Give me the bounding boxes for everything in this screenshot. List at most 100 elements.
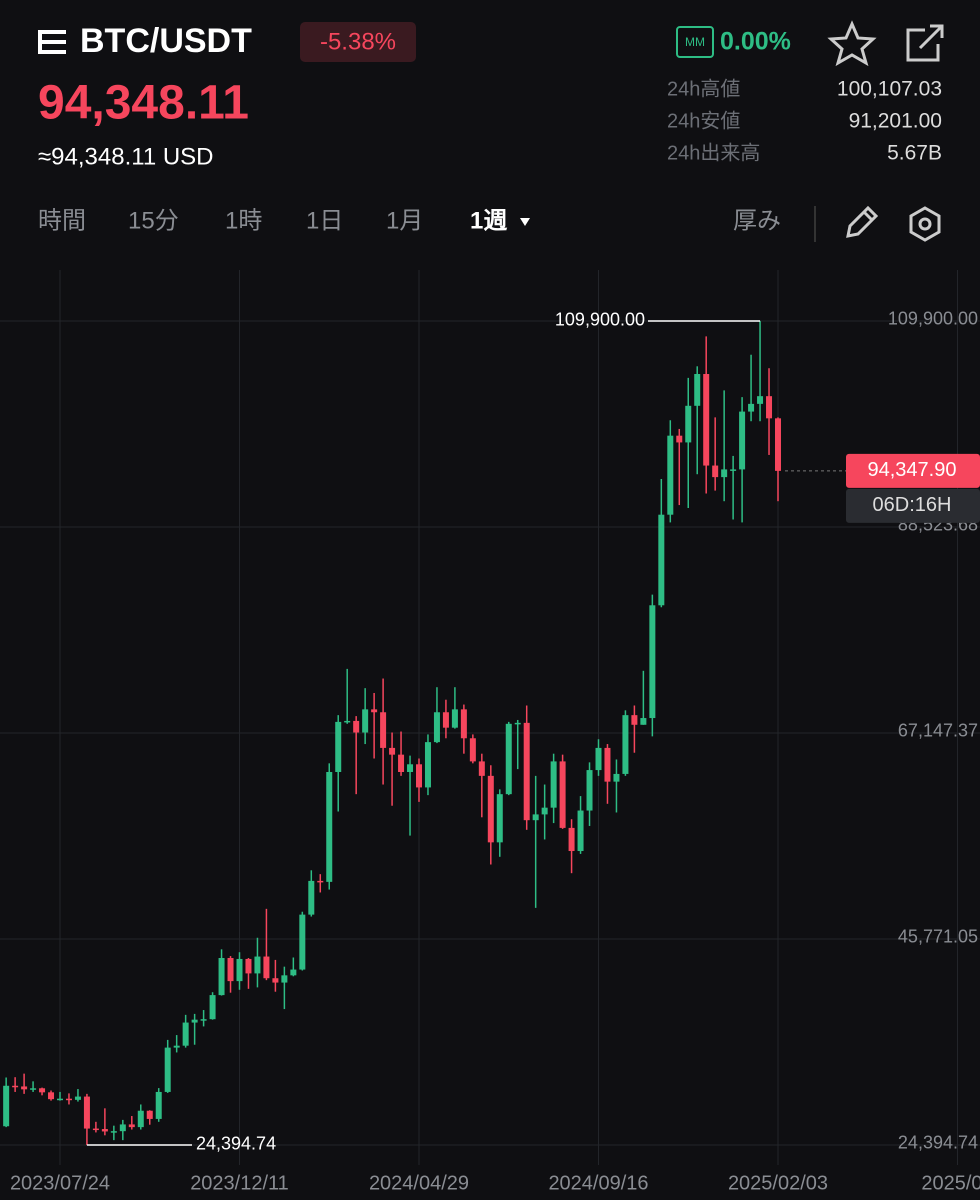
x-tick-label: 2025/02/03 xyxy=(728,1172,828,1194)
share-icon[interactable] xyxy=(906,24,944,62)
candle-body xyxy=(119,1124,126,1132)
candle-body xyxy=(586,770,593,811)
tab[interactable]: 1日 xyxy=(306,207,343,234)
star-icon[interactable] xyxy=(827,20,877,67)
candle-body xyxy=(631,715,638,725)
candle-body xyxy=(685,405,692,443)
candle-body xyxy=(694,374,701,406)
dropdown-arrow xyxy=(520,218,530,226)
candle-body xyxy=(730,469,737,471)
x-tick-label: 2023/12/11 xyxy=(190,1172,289,1194)
candle-body xyxy=(3,1085,10,1127)
candle-body xyxy=(335,721,342,773)
mm-box xyxy=(676,26,714,58)
candle-body xyxy=(532,814,539,821)
candle-body xyxy=(487,775,494,843)
candle-body xyxy=(568,827,575,852)
settings-icon-center xyxy=(918,217,932,231)
stat-label: 24h出来高 xyxy=(667,141,760,164)
candle-body xyxy=(478,761,485,776)
candle-body xyxy=(550,761,557,808)
stat-value: 100,107.03 xyxy=(837,78,942,101)
current-price-tag xyxy=(846,453,980,488)
mm-label: MM xyxy=(685,35,705,49)
depth-tab[interactable]: 厚み xyxy=(733,207,781,234)
change: -5.38% xyxy=(320,28,396,55)
candle-body xyxy=(676,435,683,443)
candle-body xyxy=(137,1110,144,1128)
stat-label: 24h高値 xyxy=(667,77,740,100)
min-label: 24,394.74 xyxy=(196,1134,276,1154)
candle-body xyxy=(523,722,530,821)
candle-body xyxy=(182,1022,189,1046)
candle-body xyxy=(416,764,422,788)
candle-body xyxy=(505,723,512,795)
candle-body xyxy=(748,403,755,412)
candle-body xyxy=(389,747,396,755)
candle-body xyxy=(308,880,315,915)
candle-body xyxy=(371,709,378,713)
candle-body xyxy=(191,1019,198,1023)
candle-body xyxy=(128,1124,135,1128)
candle-body xyxy=(353,720,360,733)
tab[interactable]: 1時 xyxy=(225,207,262,234)
pencil-icon[interactable] xyxy=(846,205,879,238)
candle-body xyxy=(757,396,764,404)
candle-body xyxy=(263,956,270,979)
countdown: 06D:16H xyxy=(873,494,952,516)
candle-body xyxy=(658,514,665,606)
candle-body xyxy=(424,742,431,788)
tab[interactable]: 15分 xyxy=(128,207,179,234)
stat-value: 5.67B xyxy=(887,142,942,165)
candle-body xyxy=(326,772,333,882)
stat-label: 24h安値 xyxy=(667,109,740,132)
tab[interactable]: 時間 xyxy=(38,207,86,234)
candle-body xyxy=(12,1085,19,1088)
settings-icon[interactable] xyxy=(909,206,941,242)
candle-body xyxy=(236,958,243,982)
candle-body xyxy=(640,718,647,725)
candle-body xyxy=(559,761,566,828)
y-tick-label: 109,900.00 xyxy=(888,309,978,329)
candle-body xyxy=(604,747,611,782)
countdown-tag xyxy=(846,488,980,523)
candle-body xyxy=(469,738,476,762)
symbol[interactable]: BTC/USDT xyxy=(80,22,252,60)
candle-body xyxy=(227,957,234,982)
max-label: 109,900.00 xyxy=(555,310,645,330)
candle-body xyxy=(173,1045,180,1048)
candle-body xyxy=(496,794,503,843)
candle-body xyxy=(39,1088,46,1093)
x-tick-label: 2023/07/24 xyxy=(10,1172,110,1194)
candle-body xyxy=(667,435,674,515)
candle-body xyxy=(74,1096,81,1100)
candle-body xyxy=(200,1019,207,1021)
y-tick-label: 67,147.37 xyxy=(898,721,978,741)
candle-body xyxy=(164,1047,171,1092)
candle-body xyxy=(344,720,351,723)
candle-body xyxy=(299,914,306,970)
candle-body xyxy=(254,956,261,974)
menu-icon[interactable] xyxy=(38,30,66,54)
candle-body xyxy=(57,1098,63,1101)
candle-body xyxy=(766,396,773,419)
x-tick-label: 2024/09/16 xyxy=(548,1172,648,1194)
candle-body xyxy=(290,969,297,976)
candle-body xyxy=(83,1096,90,1129)
candle-body xyxy=(272,978,279,983)
tab-active[interactable]: 1週 xyxy=(470,207,507,234)
candle-body xyxy=(775,418,781,471)
candle-body xyxy=(514,722,521,725)
candle-body xyxy=(218,957,225,996)
candle-body xyxy=(48,1092,55,1100)
candle-body xyxy=(703,374,710,466)
candle-body xyxy=(407,764,414,773)
candle-body xyxy=(541,807,548,815)
x-tick-label: 2024/04/29 xyxy=(369,1172,469,1194)
tab[interactable]: 1月 xyxy=(386,207,423,234)
change-badge xyxy=(300,22,416,62)
candle-body xyxy=(595,747,602,771)
candle-body xyxy=(317,880,324,883)
candle-body xyxy=(101,1129,108,1132)
